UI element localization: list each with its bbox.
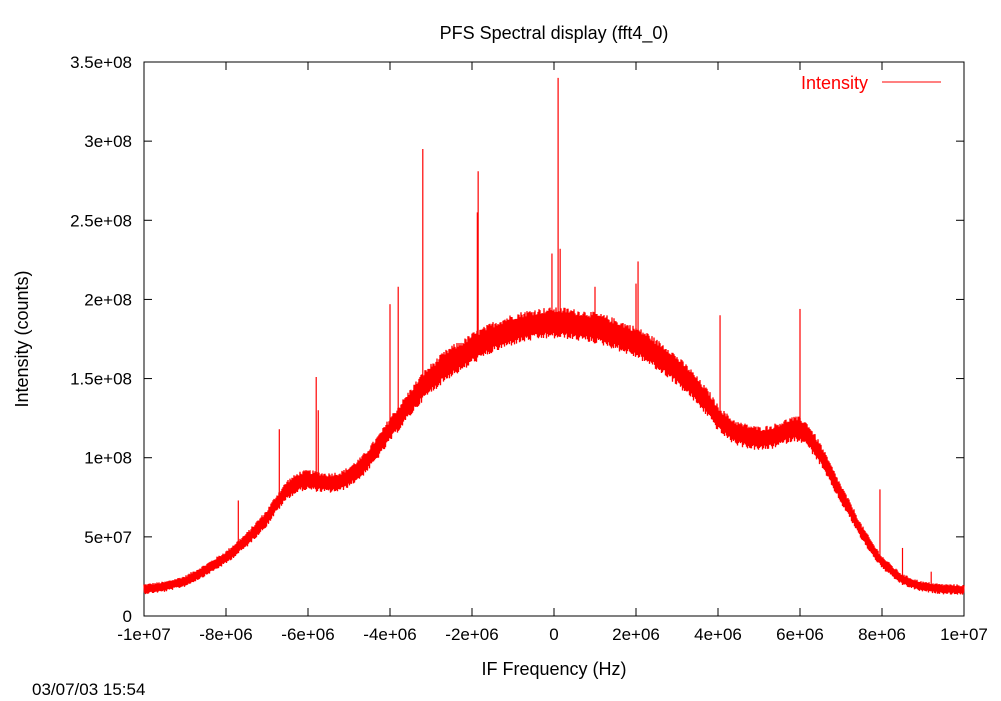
series-layer (143, 77, 965, 595)
plot-frame (143, 61, 965, 617)
y-tick-label: 3.5e+08 (70, 53, 132, 72)
chart-title: PFS Spectral display (fft4_0) (440, 23, 669, 44)
x-tick-label: 8e+06 (858, 625, 906, 644)
y-tick-label: 1e+08 (84, 449, 132, 468)
y-tick-label: 1.5e+08 (70, 370, 132, 389)
y-tick-label: 2.5e+08 (70, 211, 132, 230)
x-tick-label: -1e+07 (117, 625, 170, 644)
legend: Intensity (801, 73, 941, 93)
x-tick-label: 6e+06 (776, 625, 824, 644)
x-axis-label: IF Frequency (Hz) (481, 659, 626, 679)
x-tick-label: 1e+07 (940, 625, 988, 644)
y-tick-label: 0 (123, 607, 132, 626)
y-tick-label: 3e+08 (84, 132, 132, 151)
x-tick-label: 2e+06 (612, 625, 660, 644)
legend-label-intensity: Intensity (801, 73, 868, 93)
y-tick-label: 5e+07 (84, 528, 132, 547)
x-tick-label: -2e+06 (445, 625, 498, 644)
x-tick-label: -4e+06 (363, 625, 416, 644)
x-tick-label: 4e+06 (694, 625, 742, 644)
series-line-intensity (143, 307, 965, 595)
x-tick-label: -8e+06 (199, 625, 252, 644)
timestamp: 03/07/03 15:54 (32, 680, 146, 699)
y-axis-ticks: 0 5e+07 1e+08 1.5e+08 2e+08 2.5e+08 3e+08 3.5e+… (70, 53, 964, 626)
y-tick-label: 2e+08 (84, 290, 132, 309)
x-tick-label: -6e+06 (281, 625, 334, 644)
x-tick-label: 0 (549, 625, 558, 644)
x-axis-ticks: -1e+07 -8e+06 -6e+06 -4e+06 -2e+06 0 2e+06 4e+0… (117, 62, 988, 644)
y-axis-label: Intensity (counts) (12, 270, 32, 407)
